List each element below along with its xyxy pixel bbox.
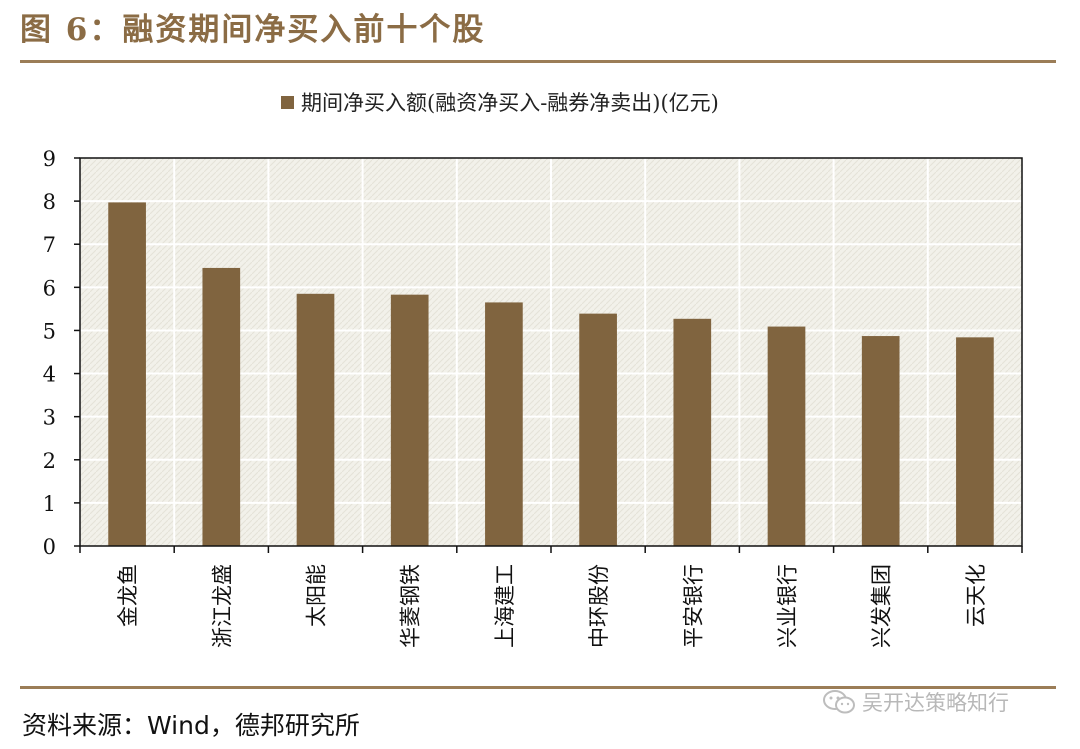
- y-tick-label: 2: [43, 449, 56, 473]
- y-tick-label: 4: [43, 363, 56, 387]
- y-tick-label: 3: [43, 406, 56, 430]
- x-tick-label: 金龙鱼: [116, 564, 140, 627]
- x-tick-labels: 金龙鱼 浙江龙盛 太阳能 华菱钢铁 上海建工 中环股份 平安银行 兴业银行 兴发集团 云天化: [116, 564, 988, 648]
- legend-label: 期间净买入额(融资净买入-融券净卖出)(亿元): [301, 91, 719, 115]
- x-tick-label: 兴发集团: [870, 564, 894, 648]
- bar: [296, 293, 335, 546]
- bars: [108, 202, 994, 546]
- bar: [485, 302, 523, 546]
- x-tick-label: 华菱钢铁: [399, 564, 423, 648]
- source-note: 资料来源：Wind，德邦研究所: [22, 711, 360, 740]
- chart-legend: 期间净买入额(融资净买入-融券净卖出)(亿元): [281, 91, 719, 115]
- bar: [390, 294, 429, 546]
- x-tick-label: 平安银行: [681, 564, 705, 648]
- y-tick-label: 8: [43, 190, 56, 214]
- bar: [861, 336, 900, 546]
- footer-rule: [20, 686, 1056, 689]
- x-tick-label: 中环股份: [587, 564, 611, 648]
- y-tick-label: 1: [43, 492, 56, 516]
- x-tick-label: 上海建工: [493, 564, 517, 648]
- chat-bubble-icon: [823, 690, 855, 714]
- bar: [956, 337, 994, 546]
- bar: [767, 326, 806, 546]
- x-tick-label: 浙江龙盛: [210, 564, 234, 648]
- x-tick-label: 云天化: [964, 564, 988, 627]
- y-tick-label: 5: [43, 319, 56, 343]
- title-rule: [20, 60, 1056, 63]
- bar: [108, 202, 146, 546]
- x-tick-label: 太阳能: [305, 564, 329, 627]
- y-tick-label: 0: [43, 535, 56, 559]
- y-tick-label: 7: [43, 233, 56, 257]
- y-tick-label: 6: [43, 276, 56, 300]
- y-tick-label: 9: [43, 147, 56, 171]
- axes: [74, 157, 1023, 553]
- bar-chart: 期间净买入额(融资净买入-融券净卖出)(亿元) 0 1 2 3 4 5 6 7 8 9 金龙鱼 浙江…: [43, 91, 1023, 648]
- x-tick-label: 兴业银行: [776, 564, 800, 648]
- y-tick-labels: 0 1 2 3 4 5 6 7 8 9: [43, 147, 56, 559]
- bar: [673, 318, 712, 546]
- watermark-text: 吴开达策略知行: [862, 691, 1009, 715]
- watermark: 吴开达策略知行: [822, 688, 1009, 716]
- figure-title: 图 6：融资期间净买入前十个股: [20, 12, 486, 48]
- legend-swatch: [281, 96, 294, 109]
- bar: [202, 267, 241, 546]
- bar: [579, 313, 617, 546]
